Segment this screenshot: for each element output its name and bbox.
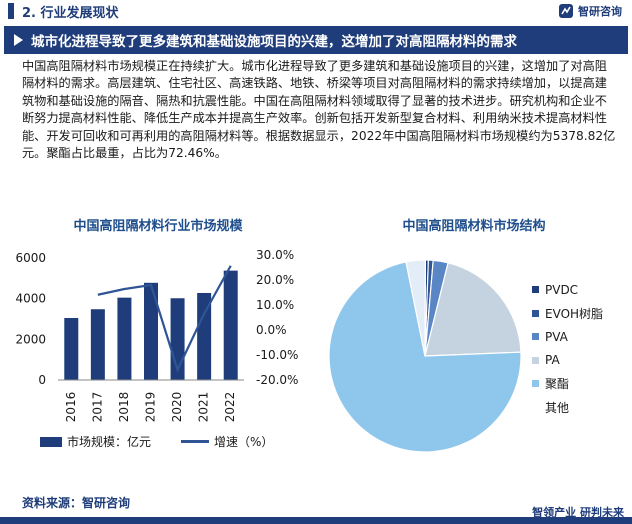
y-right-tick-label: 30.0% (256, 248, 294, 262)
footer-slogan: 智领产业 研判未来 (532, 506, 624, 519)
y-left-tick-label: 4000 (15, 292, 46, 306)
x-tick-label: 2018 (117, 392, 131, 423)
y-right-tick-label: 20.0% (256, 273, 294, 287)
bar-chart-title: 中国高阻隔材料行业市场规模 (73, 219, 243, 234)
pie-legend-item: 聚酯 (532, 372, 603, 396)
pie-chart-title: 中国高阻隔材料市场结构 (402, 219, 546, 234)
section-header: 2. 行业发展现状 (0, 0, 632, 22)
y-right-tick-label: 10.0% (256, 298, 294, 312)
y-right-tick-label: -20.0% (256, 373, 298, 387)
x-tick-label: 2019 (144, 392, 158, 423)
bottom-bar (0, 517, 632, 524)
pie-legend-item: PA (532, 349, 603, 373)
body-paragraph: 中国高阻隔材料市场规模正在持续扩大。城市化进程导致了更多建筑和基础设施项目的兴建… (22, 59, 616, 161)
pie-legend-swatch (532, 309, 539, 317)
legend-bar-swatch (40, 436, 62, 447)
y-left-tick-label: 0 (38, 373, 46, 387)
y-right-tick-label: -10.0% (256, 348, 298, 362)
pie-legend-label: 聚酯 (545, 377, 570, 392)
bar (64, 317, 79, 380)
x-tick-label: 2017 (90, 392, 104, 423)
legend-line-label: 增速（%） (214, 435, 274, 449)
bar (117, 297, 132, 380)
legend-bar-label: 市场规模：亿元 (67, 435, 152, 449)
pie-legend-item: EVOH树脂 (532, 302, 603, 326)
x-tick-label: 2020 (170, 392, 184, 423)
bar-chart: 0 2000 4000 6000 30.0% 20.0% 10.0% 0.0% -10.0% -2… (15, 248, 298, 422)
y-right-tick-label: 0.0% (256, 323, 287, 337)
x-tick-label: 2021 (197, 392, 211, 423)
pie-legend-swatch (532, 356, 539, 364)
banner-text: 城市化进程导致了更多建筑和基础设施项目的兴建，这增加了对高阻隔材料的需求 (31, 34, 517, 50)
pie-chart-legend: PVDC EVOH树脂 PVA PA 聚酯其他 (532, 278, 603, 419)
bar (144, 282, 158, 380)
brand-name: 智研咨询 (578, 5, 622, 18)
pie-chart (328, 259, 522, 453)
headline-banner: 城市化进程导致了更多建筑和基础设施项目的兴建，这增加了对高阻隔材料的需求 (4, 26, 628, 54)
x-tick-label: 2016 (64, 392, 78, 423)
pie-legend-label: PVDC (545, 282, 579, 297)
pie-legend-item: PVDC (532, 278, 603, 302)
bar (223, 270, 238, 380)
pie-slice (405, 259, 426, 357)
bar (197, 292, 212, 380)
source-note: 资料来源：智研咨询 (22, 496, 131, 510)
pie-legend-label: PVA (545, 329, 568, 344)
bar-chart-legend: 市场规模：亿元 增速（%） (40, 433, 273, 450)
pie-legend-label: EVOH树脂 (545, 306, 604, 321)
pie-legend-item: PVA (532, 325, 603, 349)
section-title: 2. 行业发展现状 (22, 5, 119, 21)
y-left-tick-label: 6000 (15, 251, 46, 265)
legend-line-swatch (181, 440, 210, 443)
pie-legend-swatch (532, 333, 539, 341)
pie-legend-item: 其他 (532, 396, 603, 420)
pie-slice (328, 261, 522, 453)
x-tick-label: 2022 (223, 392, 237, 423)
pie-legend-swatch (532, 404, 539, 411)
pie-legend-swatch (532, 286, 539, 294)
brand: 智研咨询 (558, 3, 622, 19)
bar (90, 309, 105, 380)
banner-arrow-icon (14, 34, 23, 46)
y-left-tick-label: 2000 (15, 332, 46, 346)
pie-legend-swatch (532, 380, 539, 388)
growth-line (97, 265, 232, 373)
pie-legend-label: 其他 (545, 400, 570, 415)
pie-legend-label: PA (545, 353, 560, 368)
section-marker (8, 3, 14, 19)
pie-slice (424, 262, 522, 357)
brand-logo-icon (559, 4, 573, 18)
